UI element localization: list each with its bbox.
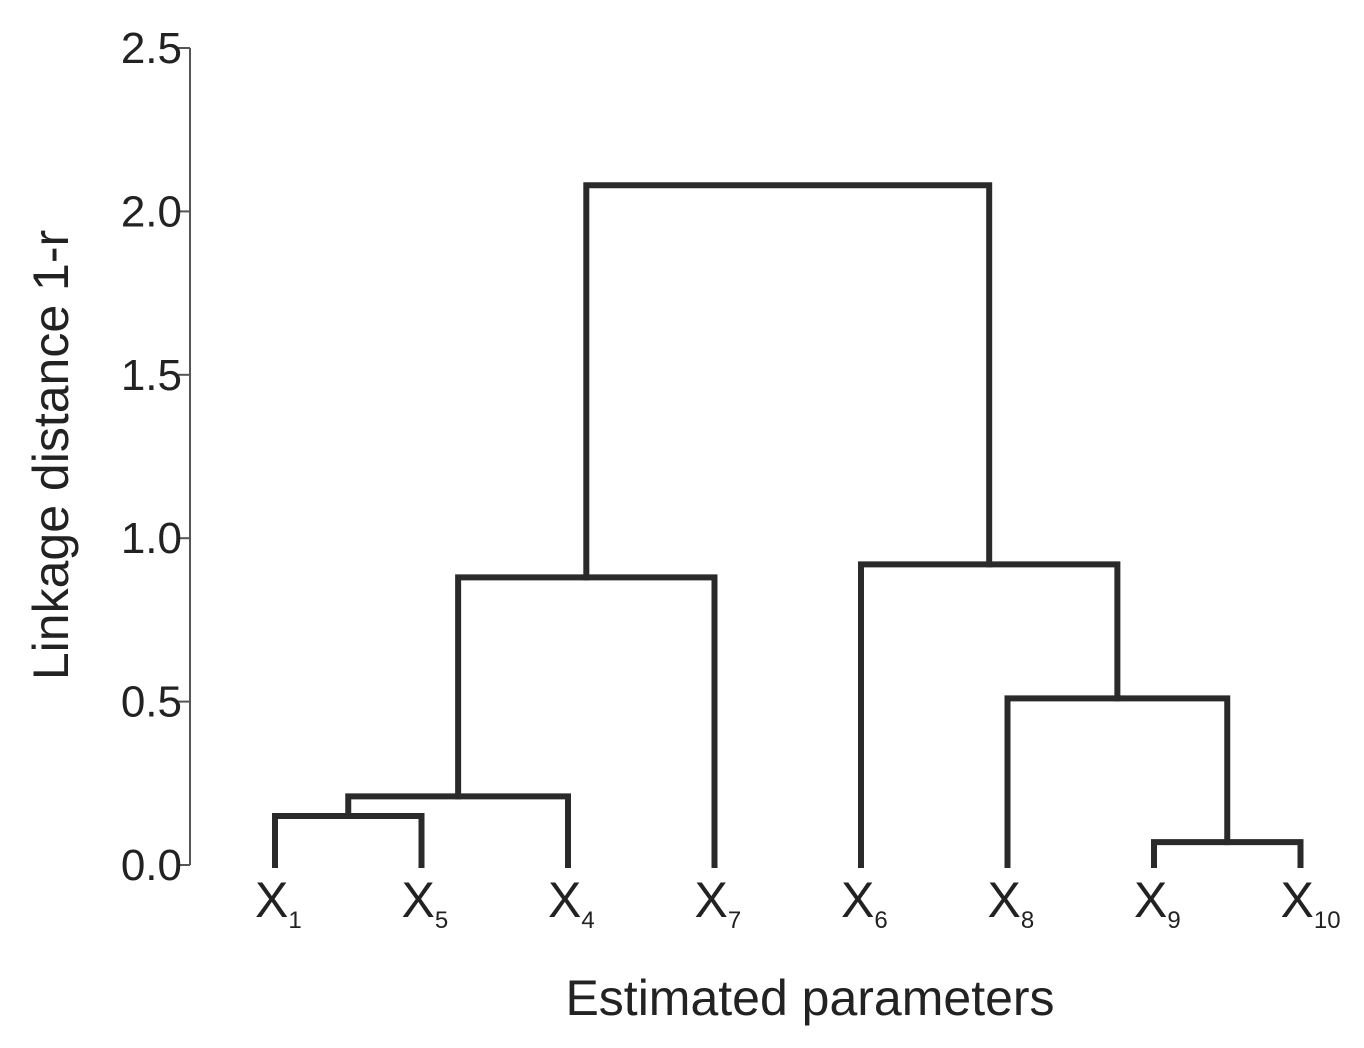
leaf-label: X6 — [841, 872, 888, 934]
leaf-label: X8 — [988, 872, 1035, 934]
dendrogram-link — [345, 793, 571, 868]
leaf-label: X9 — [1134, 872, 1181, 934]
leaf-labels: X1 X5 X4 X7 X6 X8 X9 X10 — [255, 872, 1341, 934]
dendrogram-link — [583, 182, 993, 581]
leaf-label: X7 — [695, 872, 742, 934]
dendrogram-link — [858, 561, 1121, 868]
dendrogram-link — [455, 574, 718, 868]
dendrogram-link — [1151, 839, 1304, 868]
leaf-label: X1 — [255, 872, 302, 934]
y-tick-label: 2.5 — [121, 24, 182, 73]
y-axis: 0.0 0.5 1.0 1.5 2.0 2.5 — [121, 24, 191, 890]
y-tick-label: 2.0 — [121, 187, 182, 236]
y-tick-label: 0.0 — [121, 841, 182, 890]
leaf-label: X5 — [402, 872, 449, 934]
leaf-label: X10 — [1281, 872, 1341, 934]
y-tick-label: 1.0 — [121, 514, 182, 563]
dendrogram-links — [272, 182, 1304, 868]
dendrogram-link — [272, 812, 425, 868]
y-tick-label: 1.5 — [121, 351, 182, 400]
y-tick-label: 0.5 — [121, 678, 182, 727]
x-axis-title: Estimated parameters — [565, 970, 1054, 1026]
y-axis-title: Linkage distance 1-r — [23, 230, 79, 680]
leaf-label: X4 — [548, 872, 595, 934]
